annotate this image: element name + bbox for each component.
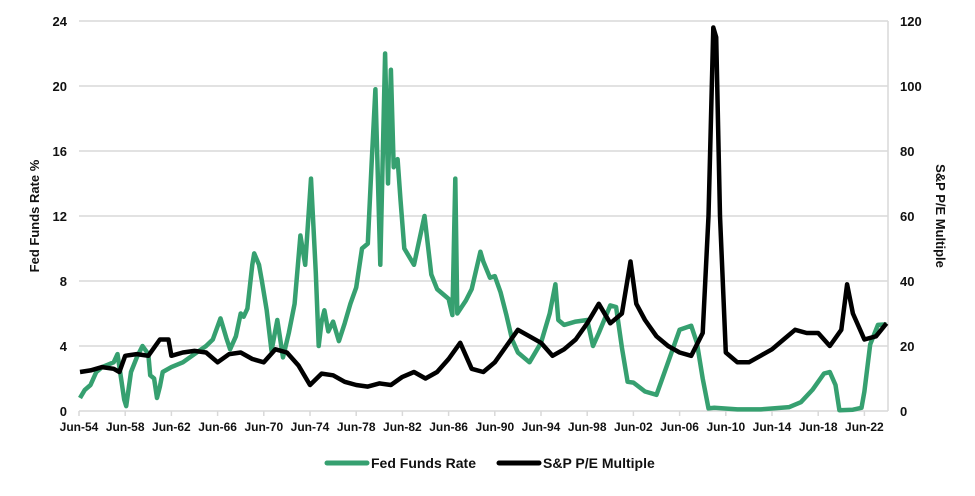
x-tick-label: Jun-94 — [522, 420, 561, 434]
right-y-axis-ticks: 0 20 40 60 80 100 120 — [900, 14, 922, 419]
gridlines — [79, 20, 889, 412]
right-y-tick-label: 20 — [900, 339, 914, 354]
right-y-tick-label: 0 — [900, 404, 907, 419]
x-tick-label: Jun-98 — [568, 420, 607, 434]
left-y-axis-ticks: 0 4 8 12 16 20 24 — [53, 14, 68, 419]
x-tick-label: Jun-82 — [383, 420, 422, 434]
right-y-tick-label: 80 — [900, 144, 914, 159]
x-tick-label: Jun-02 — [614, 420, 653, 434]
right-y-tick-label: 40 — [900, 274, 914, 289]
right-y-tick-label: 100 — [900, 79, 922, 94]
legend-label-fed-funds: Fed Funds Rate — [371, 455, 476, 471]
left-y-tick-label: 16 — [53, 144, 67, 159]
x-tick-label: Jun-86 — [429, 420, 468, 434]
right-y-tick-label: 120 — [900, 14, 922, 29]
x-tick-label: Jun-54 — [60, 420, 99, 434]
left-y-tick-label: 8 — [60, 274, 67, 289]
x-tick-label: Jun-58 — [106, 420, 145, 434]
series-line-fed-funds-rate — [78, 51, 887, 413]
left-y-tick-label: 24 — [53, 14, 68, 29]
left-y-tick-label: 0 — [60, 404, 67, 419]
x-tick-label: Jun-22 — [845, 420, 884, 434]
x-tick-label: Jun-74 — [291, 420, 330, 434]
x-tick-label: Jun-70 — [244, 420, 283, 434]
right-y-axis-title: S&P P/E Multiple — [933, 164, 948, 268]
legend-label-pe: S&P P/E Multiple — [543, 455, 655, 471]
left-y-axis-title: Fed Funds Rate % — [27, 159, 42, 272]
series-line-sp-pe-multiple — [79, 25, 889, 389]
x-axis-ticks: Jun-54 Jun-58 Jun-62 Jun-66 Jun-70 Jun-74 Jun-… — [60, 411, 884, 434]
x-tick-label: Jun-10 — [706, 420, 745, 434]
x-tick-label: Jun-14 — [753, 420, 792, 434]
left-y-tick-label: 12 — [53, 209, 67, 224]
x-tick-label: Jun-62 — [152, 420, 191, 434]
x-tick-label: Jun-78 — [337, 420, 376, 434]
legend: Fed Funds Rate S&P P/E Multiple — [324, 455, 655, 471]
x-tick-label: Jun-18 — [799, 420, 838, 434]
left-y-tick-label: 4 — [60, 339, 68, 354]
left-y-tick-label: 20 — [53, 79, 67, 94]
x-tick-label: Jun-66 — [198, 420, 237, 434]
series-lines — [78, 25, 889, 413]
right-y-tick-label: 60 — [900, 209, 914, 224]
x-tick-label: Jun-90 — [475, 420, 514, 434]
x-tick-label: Jun-06 — [660, 420, 699, 434]
